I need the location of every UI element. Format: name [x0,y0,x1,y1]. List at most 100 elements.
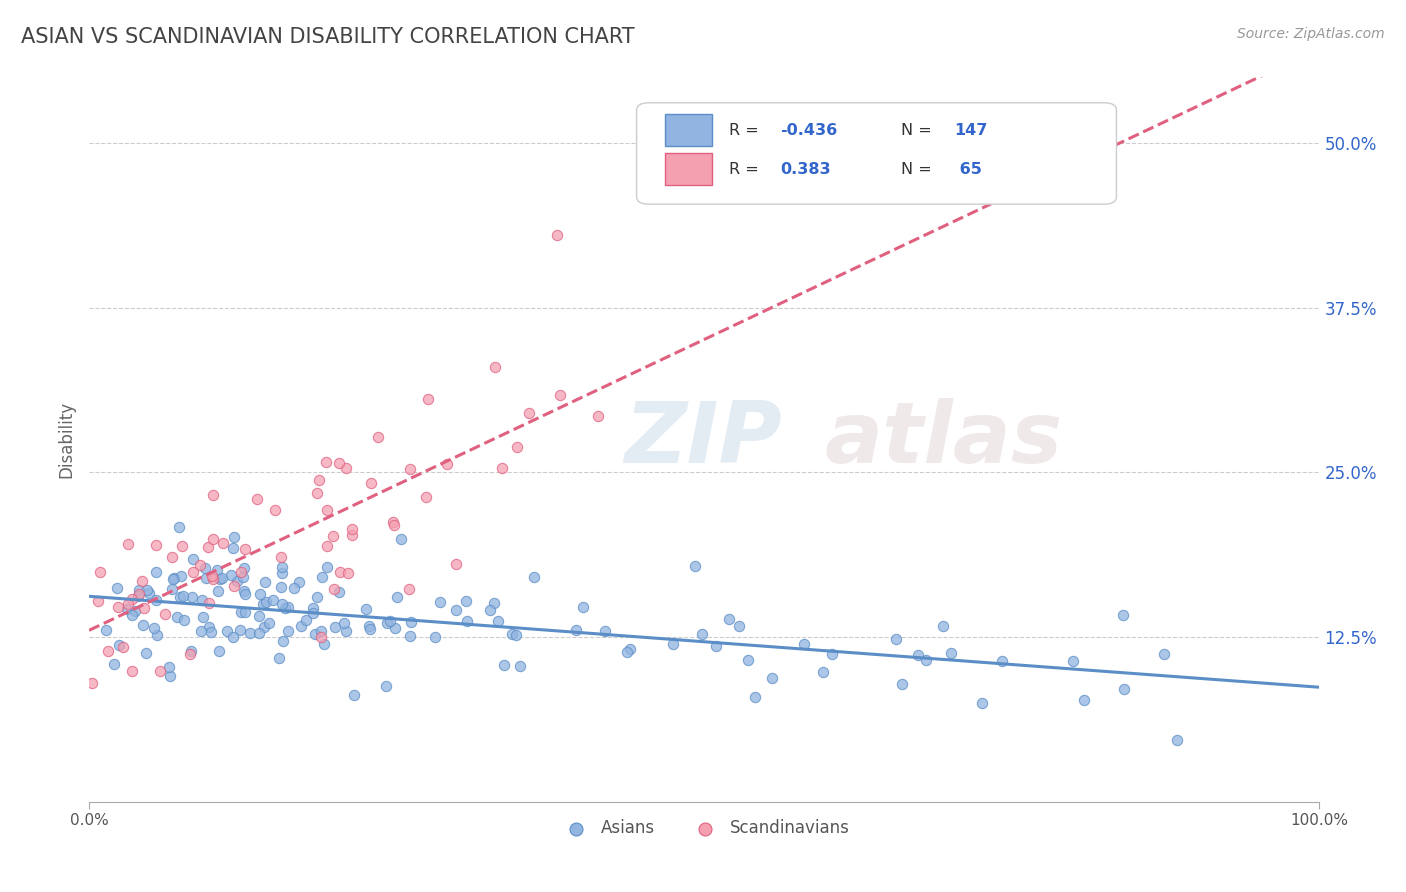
Point [221,568,243,582]
Point [1166,733,1188,747]
Point [399,462,422,476]
Point [501,626,523,640]
Point [222,541,245,556]
Point [915,653,938,667]
Point [117,597,139,611]
Point [323,582,346,596]
Point [200,568,222,582]
Point [328,584,350,599]
Point [208,572,231,586]
Point [254,595,277,609]
Point [127,589,149,603]
Point [1153,647,1175,661]
Point [685,559,707,574]
Text: 147: 147 [955,123,987,137]
Point [167,520,190,534]
Point [233,561,256,575]
Point [1062,654,1084,668]
Point [212,535,235,549]
Point [107,600,129,615]
Point [509,659,531,673]
Point [235,605,257,619]
Point [233,542,256,557]
Point [131,574,153,588]
Text: 65: 65 [955,162,981,177]
Point [249,586,271,600]
Point [202,573,225,587]
Point [375,679,398,693]
Point [215,624,238,638]
Point [294,613,316,627]
Point [728,618,751,632]
Point [305,590,328,604]
Text: R =: R = [728,123,763,137]
Point [316,503,339,517]
Point [821,647,844,661]
Point [335,624,357,639]
Point [207,584,229,599]
Point [342,522,364,536]
Text: Source: ZipAtlas.com: Source: ZipAtlas.com [1237,27,1385,41]
Point [115,602,138,616]
Point [121,664,143,678]
Point [333,616,356,631]
Point [181,552,204,566]
Point [311,570,333,584]
Point [267,651,290,665]
Point [138,586,160,600]
Point [94,624,117,638]
Point [381,515,404,529]
Point [1112,607,1135,622]
Point [690,627,713,641]
Point [572,600,595,615]
Point [793,637,815,651]
Point [247,609,270,624]
Point [1114,682,1136,697]
Point [224,530,246,544]
Point [276,599,298,614]
Legend: Asians, Scandinavians: Asians, Scandinavians [553,813,856,844]
Point [482,596,505,610]
Point [429,595,451,609]
Point [149,664,172,678]
FancyBboxPatch shape [665,153,711,186]
Point [991,654,1014,668]
Point [232,570,254,584]
Point [744,690,766,705]
Point [932,619,955,633]
Point [506,441,529,455]
Point [222,630,245,644]
FancyBboxPatch shape [665,114,711,146]
Point [229,565,252,579]
Point [389,532,412,546]
Point [423,630,446,644]
Point [415,490,437,504]
Point [191,593,214,607]
Point [89,565,111,579]
Point [181,590,204,604]
Point [202,487,225,501]
Text: N =: N = [901,123,936,137]
Point [205,563,228,577]
Point [160,549,183,564]
Point [197,540,219,554]
Point [145,592,167,607]
Point [159,668,181,682]
Point [135,646,157,660]
Point [283,581,305,595]
Point [375,615,398,630]
Point [180,644,202,658]
Point [367,430,389,444]
Point [436,457,458,471]
Point [105,581,128,595]
Point [274,600,297,615]
Point [304,627,326,641]
Point [354,601,377,615]
Point [939,646,962,660]
Point [492,657,515,672]
Point [308,473,330,487]
Point [160,582,183,596]
Point [128,587,150,601]
Point [316,539,339,553]
Point [229,623,252,637]
